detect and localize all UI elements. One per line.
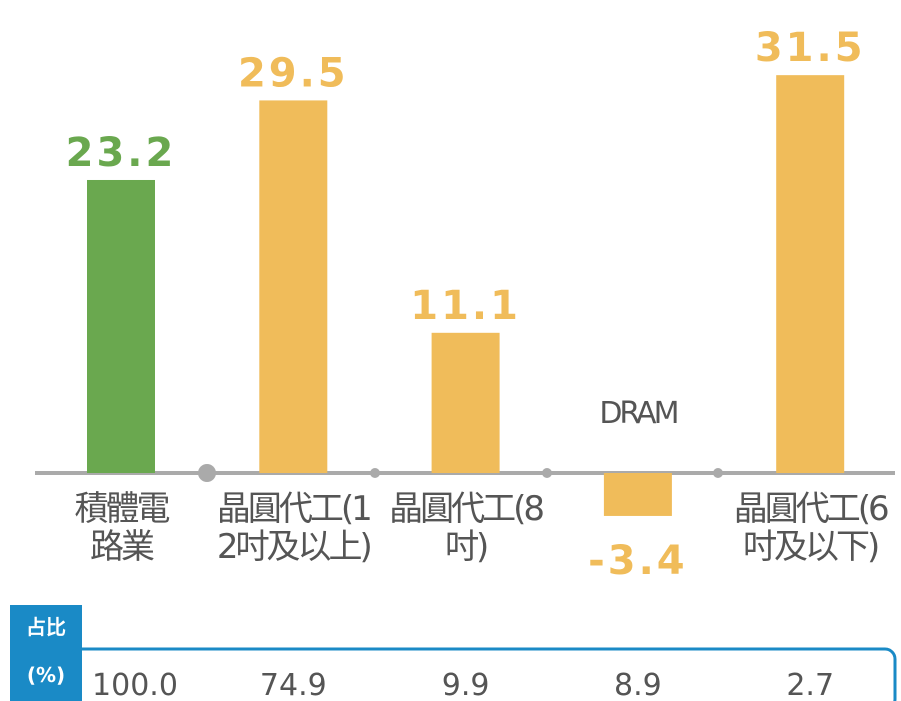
share-value: 100.0 bbox=[92, 668, 178, 701]
share-value: 2.7 bbox=[786, 668, 834, 701]
bar bbox=[776, 75, 845, 473]
share-value: 74.9 bbox=[260, 668, 327, 701]
value-label: 23.2 bbox=[66, 130, 177, 176]
share-header-box bbox=[10, 605, 82, 649]
share-value: 8.9 bbox=[614, 668, 662, 701]
value-label: 29.5 bbox=[238, 50, 349, 96]
value-label: 11.1 bbox=[410, 283, 521, 329]
share-unit: (%) bbox=[27, 663, 65, 687]
separator bbox=[370, 468, 380, 478]
category-label: 積體電路業 bbox=[74, 489, 171, 567]
separator bbox=[713, 468, 723, 478]
category-label: 晶圓代工(12吋及以上) bbox=[216, 489, 373, 567]
share-row-box bbox=[68, 647, 897, 701]
value-label: 31.5 bbox=[755, 25, 866, 71]
value-label: -3.4 bbox=[588, 538, 687, 584]
separator bbox=[198, 464, 216, 482]
category-label: DRAM bbox=[599, 396, 679, 431]
category-label: 晶圓代工(8吋) bbox=[389, 489, 545, 567]
bar bbox=[87, 179, 155, 473]
bar bbox=[603, 473, 672, 516]
bar bbox=[431, 332, 500, 473]
separator bbox=[542, 468, 552, 478]
share-value: 9.9 bbox=[442, 668, 490, 701]
share-header: 占比 bbox=[26, 615, 66, 639]
bar bbox=[259, 100, 328, 473]
category-label: 晶圓代工(6吋及以下) bbox=[733, 489, 890, 567]
